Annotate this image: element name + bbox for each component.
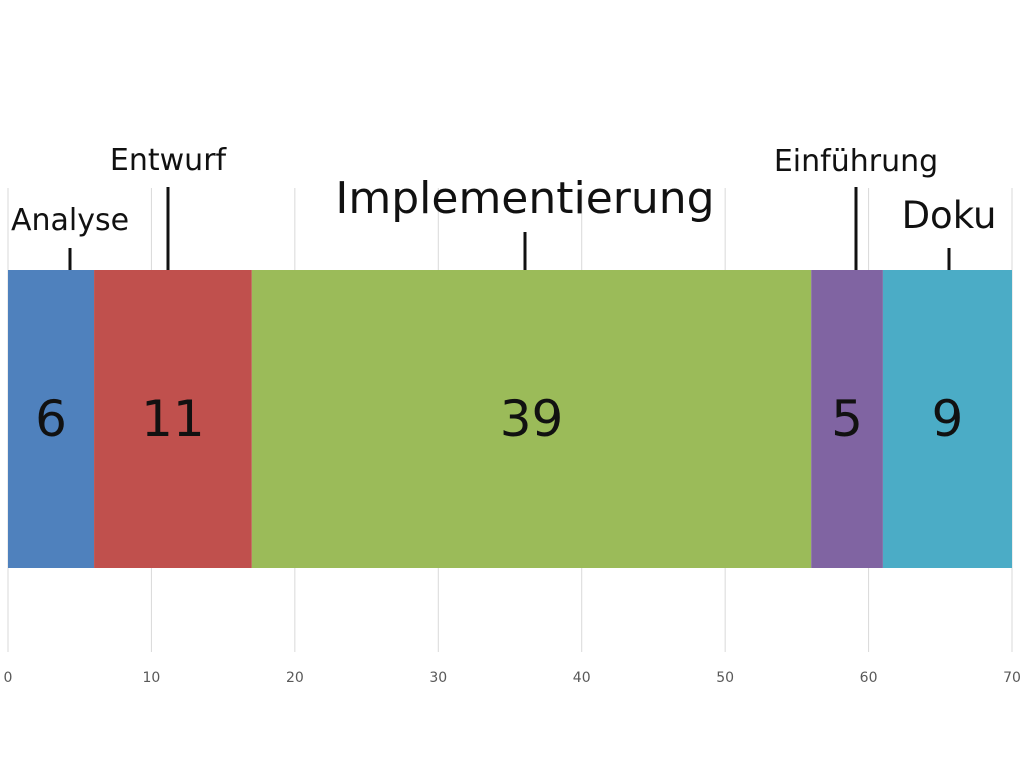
bar-segment-2 (251, 270, 812, 568)
segment-value-label: 5 (831, 390, 863, 448)
x-tick-label: 50 (716, 670, 734, 686)
segment-value-label: 11 (141, 390, 205, 448)
phase-label: Implementierung (335, 173, 714, 224)
bar-segment-3 (811, 270, 883, 568)
phase-label: Einführung (774, 144, 938, 179)
segment-value-label: 39 (500, 390, 564, 448)
phase-label: Analyse (11, 203, 129, 238)
phase-labels: Analyse Entwurf Implementierung Einführung D… (11, 143, 996, 270)
x-tick-label: 30 (429, 670, 447, 686)
x-tick-label: 0 (4, 670, 13, 686)
x-tick-label: 10 (143, 670, 161, 686)
segment-value-label: 9 (932, 390, 964, 448)
x-tick-label: 70 (1003, 670, 1021, 686)
phase-label: Entwurf (110, 143, 228, 178)
bar-segment-0 (8, 270, 95, 568)
bar-segment-4 (882, 270, 1012, 568)
bar-segments (8, 270, 1012, 568)
x-tick-label: 60 (860, 670, 878, 686)
bar-segment-1 (94, 270, 252, 568)
x-tick-label: 40 (573, 670, 591, 686)
x-axis-tick-labels: 0 10 20 30 40 50 60 70 (4, 670, 1021, 686)
phase-label: Doku (902, 194, 997, 237)
x-tick-label: 20 (286, 670, 304, 686)
segment-value-labels: 6 11 39 5 9 (35, 390, 963, 448)
segment-value-label: 6 (35, 390, 67, 448)
